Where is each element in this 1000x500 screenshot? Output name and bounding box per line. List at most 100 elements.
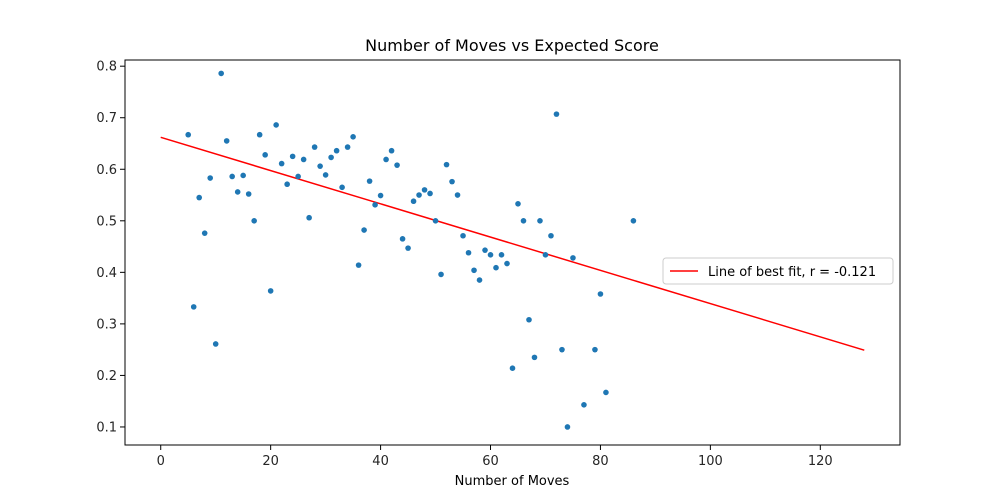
data-point <box>383 156 389 163</box>
data-point <box>355 262 362 268</box>
data-point <box>603 389 609 396</box>
data-point <box>185 131 192 138</box>
data-point <box>207 175 213 181</box>
data-point <box>229 173 235 180</box>
x-tick-label: 60 <box>482 454 499 469</box>
data-point <box>443 161 450 168</box>
y-tick-label: 0.7 <box>96 111 117 126</box>
data-point <box>284 181 290 188</box>
data-point <box>267 288 274 294</box>
y-tick-label: 0.3 <box>96 317 117 332</box>
data-point <box>564 424 571 430</box>
best-fit-line <box>160 136 865 351</box>
data-point <box>240 172 246 179</box>
data-point <box>388 147 395 154</box>
y-tick-label: 0.1 <box>96 420 117 435</box>
data-point <box>570 255 576 261</box>
data-point <box>493 264 499 271</box>
data-point <box>201 230 208 236</box>
data-point <box>405 245 411 251</box>
data-point <box>223 138 230 144</box>
data-point <box>262 152 268 158</box>
data-point <box>504 260 510 267</box>
data-point <box>515 200 521 207</box>
data-point <box>350 133 356 140</box>
data-point <box>218 70 224 77</box>
data-point <box>377 192 384 199</box>
data-point <box>344 144 351 150</box>
data-point <box>542 252 549 258</box>
data-point <box>212 341 219 347</box>
data-point <box>306 214 312 221</box>
data-point <box>366 178 373 184</box>
data-point <box>531 354 538 361</box>
legend-entry-best-fit: Line of best fit, r = -0.121 <box>708 265 876 280</box>
data-point <box>196 194 203 201</box>
data-point <box>394 162 400 168</box>
data-point <box>597 291 604 297</box>
data-point <box>421 187 428 193</box>
x-tick-label: 20 <box>262 454 279 469</box>
data-point <box>234 189 241 195</box>
data-point <box>289 153 296 160</box>
data-point <box>520 218 527 224</box>
data-point <box>372 202 378 208</box>
data-point <box>548 232 554 239</box>
data-point <box>526 316 532 323</box>
y-tick-label: 0.2 <box>96 369 117 384</box>
data-point <box>416 192 422 198</box>
data-point <box>432 218 439 224</box>
data-point <box>498 252 505 258</box>
data-point <box>278 160 285 167</box>
y-axis-ticks: 0.1 0.2 0.3 0.4 0.5 0.6 0.7 0.8 <box>96 60 125 435</box>
data-point <box>339 184 345 191</box>
data-point <box>465 249 472 256</box>
data-point <box>333 147 340 154</box>
x-tick-label: 40 <box>372 454 389 469</box>
data-point <box>245 191 252 197</box>
data-point <box>449 178 455 185</box>
x-axis-label: Number of Moves <box>455 474 570 489</box>
data-point <box>487 252 494 258</box>
plot-area <box>124 59 901 446</box>
data-point <box>581 401 587 408</box>
data-point <box>509 365 516 372</box>
data-point <box>300 156 307 163</box>
data-point <box>427 190 433 197</box>
data-point <box>251 218 257 224</box>
data-point <box>460 232 466 239</box>
data-point <box>317 163 323 169</box>
data-point <box>559 346 565 353</box>
y-tick-label: 0.6 <box>96 163 117 178</box>
y-tick-label: 0.4 <box>96 266 117 281</box>
x-tick-label: 0 <box>157 454 165 469</box>
data-point <box>438 271 444 278</box>
data-point <box>482 247 488 253</box>
data-point <box>190 304 197 310</box>
x-tick-label: 120 <box>808 454 833 469</box>
y-tick-label: 0.8 <box>96 60 117 75</box>
data-point <box>328 154 334 161</box>
best-fit-layer <box>160 136 865 351</box>
data-point <box>256 131 263 138</box>
data-point <box>592 346 598 353</box>
data-point <box>410 198 417 205</box>
data-point <box>322 172 329 178</box>
data-point <box>295 173 301 180</box>
chart-title: Number of Moves vs Expected Score <box>365 36 659 55</box>
data-point <box>630 218 637 224</box>
data-point <box>399 236 406 242</box>
x-tick-label: 80 <box>592 454 609 469</box>
x-axis-ticks: 0 20 40 60 80 100 120 <box>157 445 833 469</box>
data-point <box>537 218 543 224</box>
data-point <box>471 267 477 274</box>
data-point <box>273 122 279 128</box>
legend: Line of best fit, r = -0.121 <box>662 257 894 285</box>
points-layer <box>185 70 637 430</box>
data-point <box>454 192 461 198</box>
y-tick-label: 0.5 <box>96 214 117 229</box>
data-point <box>361 227 367 233</box>
data-point <box>553 111 560 117</box>
legend-box <box>662 257 894 285</box>
